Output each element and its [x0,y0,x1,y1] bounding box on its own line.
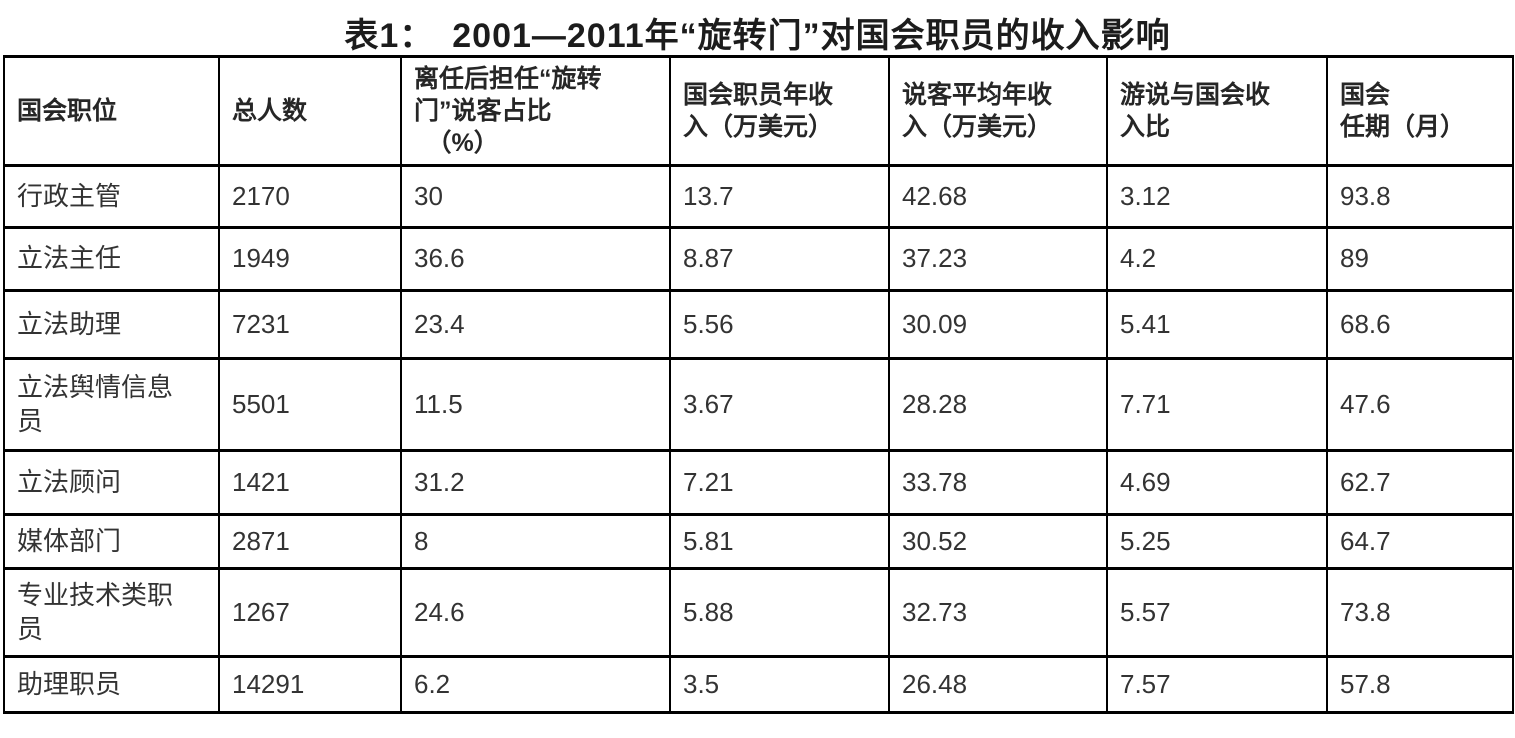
data-cell: 13.7 [669,164,890,229]
data-cell: 32.73 [888,567,1108,658]
row-label-cell: 专业技术类职 员 [3,567,220,658]
table-row: 立法舆情信息 员 5501 11.5 3.67 28.28 7.71 47.6 [3,357,1514,452]
data-cell: 1267 [218,567,402,658]
data-cell: 8.87 [669,226,890,292]
data-cell: 5.81 [669,513,890,570]
data-cell: 47.6 [1326,357,1514,452]
data-cell: 5.25 [1106,513,1328,570]
table-row: 助理职员 14291 6.2 3.5 26.48 7.57 57.8 [3,655,1514,714]
data-cell: 37.23 [888,226,1108,292]
col-header-position: 国会职位 [3,55,220,167]
data-cell: 8 [400,513,671,570]
row-label-cell: 助理职员 [3,655,220,714]
table-row: 立法顾问 1421 31.2 7.21 33.78 4.69 62.7 [3,449,1514,516]
table-row: 专业技术类职 员 1267 24.6 5.88 32.73 5.57 73.8 [3,567,1514,658]
data-cell: 7231 [218,289,402,360]
col-header-staff-income: 国会职员年收 入（万美元） [669,55,890,167]
data-cell: 2170 [218,164,402,229]
data-cell: 33.78 [888,449,1108,516]
data-cell: 57.8 [1326,655,1514,714]
data-cell: 62.7 [1326,449,1514,516]
header-row: 国会职位 总人数 离任后担任“旋转 门”说客占比 （%） 国会职员年收 入（万美… [3,55,1514,167]
data-cell: 68.6 [1326,289,1514,360]
data-cell: 7.71 [1106,357,1328,452]
table-row: 行政主管 2170 30 13.7 42.68 3.12 93.8 [3,164,1514,229]
data-cell: 14291 [218,655,402,714]
row-label-cell: 立法主任 [3,226,220,292]
data-cell: 5.88 [669,567,890,658]
data-cell: 7.21 [669,449,890,516]
table-header-row-group: 国会职位 总人数 离任后担任“旋转 门”说客占比 （%） 国会职员年收 入（万美… [3,55,1514,167]
data-cell: 93.8 [1326,164,1514,229]
row-label-cell: 立法舆情信息 员 [3,357,220,452]
col-header-total-count: 总人数 [218,55,402,167]
data-cell: 36.6 [400,226,671,292]
data-cell: 42.68 [888,164,1108,229]
table-row: 立法主任 1949 36.6 8.87 37.23 4.2 89 [3,226,1514,292]
data-cell: 5.41 [1106,289,1328,360]
data-cell: 5.57 [1106,567,1328,658]
data-cell: 1421 [218,449,402,516]
col-header-income-ratio: 游说与国会收 入比 [1106,55,1328,167]
row-label-cell: 行政主管 [3,164,220,229]
data-cell: 23.4 [400,289,671,360]
row-label-cell: 立法助理 [3,289,220,360]
data-cell: 2871 [218,513,402,570]
col-header-lobbyist-income: 说客平均年收 入（万美元） [888,55,1108,167]
table-row: 媒体部门 2871 8 5.81 30.52 5.25 64.7 [3,513,1514,570]
data-cell: 3.5 [669,655,890,714]
income-impact-table: 国会职位 总人数 离任后担任“旋转 门”说客占比 （%） 国会职员年收 入（万美… [3,55,1514,714]
data-cell: 64.7 [1326,513,1514,570]
data-cell: 30.52 [888,513,1108,570]
data-cell: 3.12 [1106,164,1328,229]
data-cell: 28.28 [888,357,1108,452]
data-cell: 31.2 [400,449,671,516]
data-cell: 89 [1326,226,1514,292]
col-header-tenure: 国会 任期（月） [1326,55,1514,167]
data-cell: 26.48 [888,655,1108,714]
page-title: 表1： 2001—2011年“旋转门”对国会职员的收入影响 [344,17,1171,55]
data-cell: 3.67 [669,357,890,452]
data-cell: 5501 [218,357,402,452]
data-cell: 30.09 [888,289,1108,360]
row-label-cell: 媒体部门 [3,513,220,570]
data-cell: 4.69 [1106,449,1328,516]
data-cell: 1949 [218,226,402,292]
data-cell: 5.56 [669,289,890,360]
row-label-cell: 立法顾问 [3,449,220,516]
data-cell: 30 [400,164,671,229]
data-cell: 24.6 [400,567,671,658]
data-cell: 73.8 [1326,567,1514,658]
data-cell: 11.5 [400,357,671,452]
table-row: 立法助理 7231 23.4 5.56 30.09 5.41 68.6 [3,289,1514,360]
data-cell: 4.2 [1106,226,1328,292]
col-header-lobbyist-share: 离任后担任“旋转 门”说客占比 （%） [400,55,671,167]
data-cell: 6.2 [400,655,671,714]
data-cell: 7.57 [1106,655,1328,714]
table-body: 行政主管 2170 30 13.7 42.68 3.12 93.8 立法主任 1… [3,164,1514,714]
